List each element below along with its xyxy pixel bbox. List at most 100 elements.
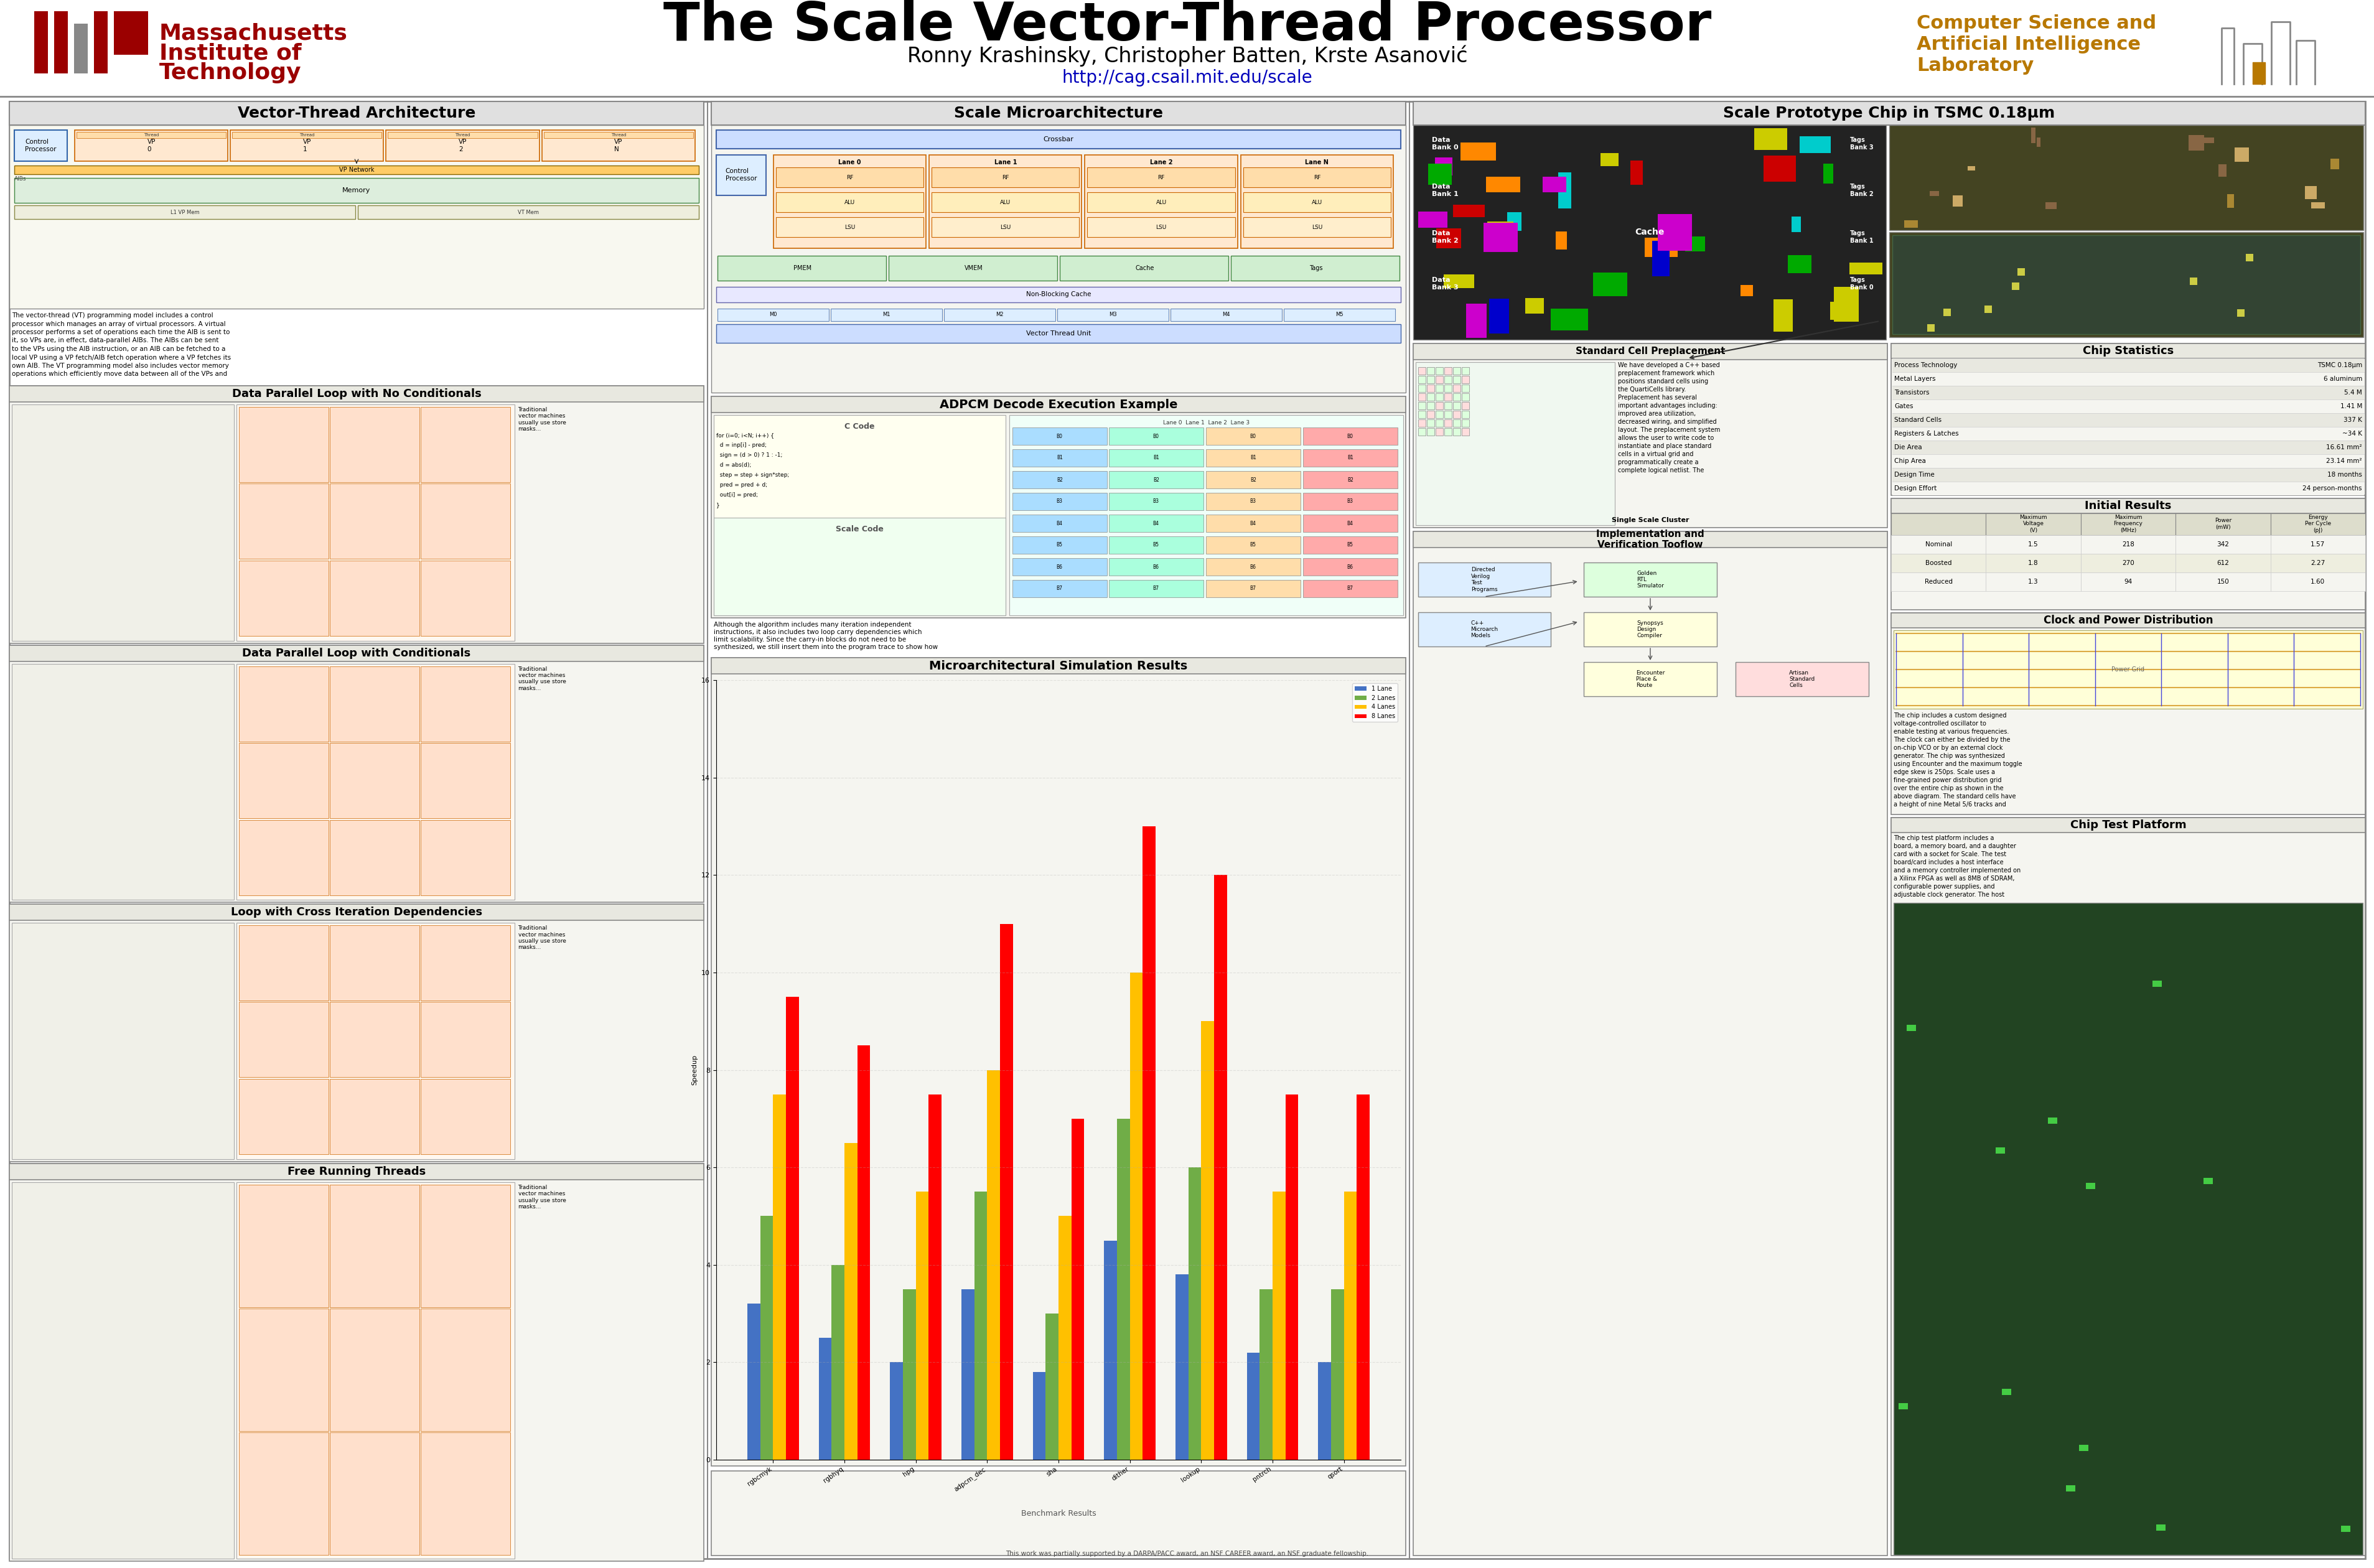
- Bar: [1303, 514, 1398, 532]
- Bar: [1890, 513, 1985, 535]
- Text: B4: B4: [1346, 521, 1353, 527]
- Text: B7: B7: [1056, 586, 1064, 591]
- Text: }: }: [717, 502, 719, 508]
- Bar: [1427, 163, 1451, 185]
- Bar: [1890, 613, 2365, 627]
- Bar: [1246, 1353, 1261, 1460]
- Bar: [1994, 1148, 2004, 1154]
- Bar: [916, 1192, 928, 1460]
- Bar: [2236, 309, 2243, 317]
- Bar: [1443, 411, 1451, 419]
- Bar: [9, 386, 703, 401]
- Bar: [1417, 428, 1424, 436]
- Bar: [9, 125, 703, 309]
- Text: Institute of: Institute of: [159, 42, 301, 63]
- Text: Design Time: Design Time: [1894, 472, 1935, 478]
- Text: B3: B3: [1154, 499, 1159, 505]
- Text: B6: B6: [1249, 564, 1256, 569]
- Bar: [2175, 572, 2270, 591]
- Bar: [1436, 401, 1443, 409]
- Bar: [2270, 535, 2365, 554]
- Bar: [1413, 343, 1887, 359]
- Bar: [1436, 394, 1443, 401]
- Text: decreased wiring, and simplified: decreased wiring, and simplified: [1617, 419, 1716, 425]
- Bar: [2080, 554, 2175, 572]
- Bar: [9, 1163, 703, 1179]
- Bar: [1892, 372, 2365, 386]
- Text: LSU: LSU: [845, 224, 855, 230]
- Bar: [717, 325, 1401, 343]
- Text: pred = pred + d;: pred = pred + d;: [717, 483, 767, 488]
- Bar: [420, 1308, 510, 1432]
- Bar: [237, 924, 515, 1159]
- Bar: [1170, 309, 1282, 321]
- Bar: [1583, 612, 1716, 646]
- Text: Thread: Thread: [145, 133, 159, 136]
- Text: 1.3: 1.3: [2027, 579, 2037, 585]
- Text: Benchmark Results: Benchmark Results: [1021, 1508, 1097, 1518]
- Bar: [888, 256, 1056, 281]
- Text: C Code: C Code: [845, 422, 874, 431]
- Bar: [1890, 535, 1985, 554]
- Bar: [1892, 467, 2365, 481]
- Bar: [961, 1289, 973, 1460]
- Text: Tags
Bank 2: Tags Bank 2: [1849, 183, 1873, 198]
- Text: Gates: Gates: [1894, 403, 1913, 409]
- Bar: [330, 743, 420, 818]
- Bar: [330, 1002, 420, 1077]
- Bar: [237, 663, 515, 900]
- Text: B1: B1: [1346, 455, 1353, 461]
- Text: to the VPs using the AIB instruction, or an AIB can be fetched to a: to the VPs using the AIB instruction, or…: [12, 347, 226, 353]
- Text: B3: B3: [1249, 499, 1256, 505]
- Bar: [1261, 1289, 1272, 1460]
- Bar: [1011, 470, 1106, 489]
- Text: B2: B2: [1056, 477, 1061, 483]
- Bar: [1059, 1217, 1071, 1460]
- Bar: [1087, 168, 1234, 187]
- Bar: [1413, 532, 1887, 1555]
- Bar: [2175, 535, 2270, 554]
- Bar: [1417, 367, 1424, 375]
- Bar: [1453, 205, 1484, 216]
- Bar: [420, 820, 510, 895]
- Bar: [1427, 419, 1434, 426]
- Bar: [1239, 155, 1394, 248]
- Bar: [33, 11, 47, 74]
- Bar: [1427, 384, 1434, 392]
- Text: Control
Processor: Control Processor: [724, 168, 757, 182]
- Text: B0: B0: [1249, 433, 1256, 439]
- Bar: [1206, 514, 1301, 532]
- Text: Chip Test Platform: Chip Test Platform: [2070, 820, 2186, 831]
- Bar: [74, 24, 88, 74]
- Text: B5: B5: [1346, 543, 1353, 547]
- Bar: [2046, 1118, 2056, 1124]
- Text: Boosted: Boosted: [1925, 560, 1951, 566]
- Bar: [240, 1002, 328, 1077]
- Bar: [1045, 1314, 1059, 1460]
- Bar: [1892, 412, 2365, 426]
- Text: B2: B2: [1249, 477, 1256, 483]
- Text: Ronny Krashinsky, Christopher Batten, Krste Asanović: Ronny Krashinsky, Christopher Batten, Kr…: [907, 45, 1467, 67]
- Bar: [330, 483, 420, 558]
- Bar: [1109, 492, 1204, 510]
- Bar: [2018, 268, 2025, 276]
- Text: using Encounter and the maximum toggle: using Encounter and the maximum toggle: [1892, 760, 2023, 767]
- Bar: [1284, 1094, 1299, 1460]
- Text: Although the algorithm includes many iteration independent: Although the algorithm includes many ite…: [715, 621, 912, 627]
- Text: Chip Statistics: Chip Statistics: [2082, 345, 2172, 356]
- Text: VMEM: VMEM: [964, 265, 983, 271]
- Bar: [774, 1094, 786, 1460]
- Bar: [1085, 155, 1237, 248]
- Text: Clock and Power Distribution: Clock and Power Distribution: [2044, 615, 2213, 626]
- Text: Scale Code: Scale Code: [836, 525, 883, 533]
- Bar: [1550, 309, 1588, 331]
- Bar: [1213, 875, 1227, 1460]
- Text: and a memory controller implemented on: and a memory controller implemented on: [1892, 867, 2020, 873]
- Text: B4: B4: [1249, 521, 1256, 527]
- Text: We have developed a C++ based: We have developed a C++ based: [1617, 362, 1719, 368]
- Bar: [1890, 232, 2362, 337]
- Bar: [330, 820, 420, 895]
- Bar: [1434, 157, 1453, 176]
- Text: Tags
Bank 0: Tags Bank 0: [1849, 278, 1873, 290]
- Text: processor which manages an array of virtual processors. A virtual: processor which manages an array of virt…: [12, 321, 226, 328]
